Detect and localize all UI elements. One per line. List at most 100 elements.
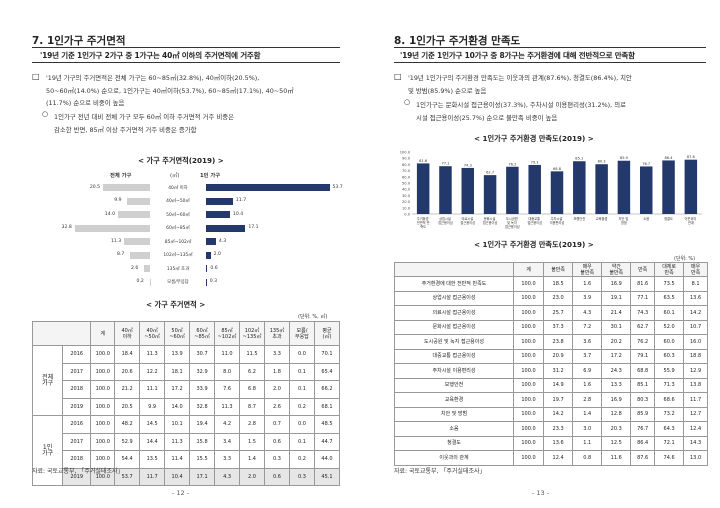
year-cell: 2019 xyxy=(62,467,92,486)
table-cell: 100.0 xyxy=(512,276,545,292)
source-note: 자료: 국토교통부, 「주거실태조사」 xyxy=(394,468,486,475)
column-header: 40㎡ 이하 xyxy=(114,321,141,346)
table-cell: 11.1 xyxy=(139,380,166,399)
year-cell: 2016 xyxy=(62,415,92,434)
table-cell: 8.7 xyxy=(239,397,265,416)
table-cell: 2.0 xyxy=(239,467,265,486)
table-unit: (단위: %, ㎡) xyxy=(298,314,328,320)
table-cell: 16.9 xyxy=(601,276,632,292)
table-cell: 1.4 xyxy=(239,450,265,469)
table-cell: 80.3 xyxy=(630,392,656,408)
table-cell: 23.0 xyxy=(543,290,574,306)
table-cell: 12.4 xyxy=(543,450,574,466)
table-cell: 16.0 xyxy=(683,334,708,350)
table-cell: 100.0 xyxy=(512,392,545,408)
paragraph: 1인가구 전년 대비 전체 가구 모두 60㎡ 이하 주거면적 거주 비중은 감… xyxy=(54,113,235,134)
table-cell: 60.1 xyxy=(654,305,685,321)
category-label: 135㎡ 초과 xyxy=(166,266,190,272)
bar-value-label: 74.3 xyxy=(464,163,472,167)
row-label: 이웃과의 관계 xyxy=(394,450,514,466)
row-label: 대중교통 접근용이성 xyxy=(394,348,514,364)
table-cell: 100.0 xyxy=(512,435,545,451)
table-cell: 100.0 xyxy=(512,348,545,364)
y-tick-label: 40.0 xyxy=(402,188,411,192)
table-cell: 100.0 xyxy=(512,363,545,379)
column-header: 평균 (㎡) xyxy=(313,321,341,346)
table-cell: 6.8 xyxy=(239,380,265,399)
table-cell: 14.2 xyxy=(683,305,708,321)
table-cell: 0.3 xyxy=(264,450,290,469)
table-caption: < 1인가구 주거환경 만족도(2019) > xyxy=(474,240,594,249)
y-tick-label: 90.0 xyxy=(402,157,411,161)
row-label: 도시공원 및 녹지 접근용이성 xyxy=(394,334,514,350)
table-cell: 100.0 xyxy=(512,377,545,393)
bar-3 xyxy=(483,175,497,214)
table-cell: 4.3 xyxy=(214,467,241,486)
bar-11 xyxy=(662,160,675,214)
bar-8 xyxy=(595,164,608,214)
table-cell: 100.0 xyxy=(512,334,545,350)
table-cell: 100.0 xyxy=(90,397,116,416)
circle-bullet-icon: ○ xyxy=(404,98,411,106)
table-cell: 11.3 xyxy=(139,345,166,364)
bar-value-label: 77.1 xyxy=(441,162,449,166)
bar-value-label: 76.7 xyxy=(642,162,650,166)
row-label: 상업시설 접근용이성 xyxy=(394,290,514,306)
row-label: 소음 xyxy=(394,421,514,437)
table-cell: 52.9 xyxy=(114,432,141,451)
legend-single: 1인 가구 xyxy=(200,173,221,179)
table-cell: 25.7 xyxy=(543,305,574,321)
bar-value-label: 76.2 xyxy=(508,162,516,166)
x-tick-label: 이웃과의 관계 xyxy=(684,216,697,225)
table-cell: 32.8 xyxy=(189,397,216,416)
bar-total-value: 32.8 xyxy=(61,225,72,230)
bar-value-label: 87.6 xyxy=(687,155,696,159)
table-cell: 85.9 xyxy=(630,406,656,422)
y-tick-label: 0.0 xyxy=(404,213,410,217)
bar-single-4 xyxy=(206,238,216,245)
table-cell: 0.1 xyxy=(288,432,315,451)
table-cell: 11.6 xyxy=(601,450,632,466)
table-cell: 48.5 xyxy=(313,415,341,434)
column-header: 85㎡ ~102㎡ xyxy=(214,321,241,346)
row-label: 교육환경 xyxy=(394,392,514,408)
table-cell: 20.2 xyxy=(601,334,632,350)
table-cell: 100.0 xyxy=(90,415,116,434)
table-cell: 21.2 xyxy=(114,380,141,399)
table-cell: 100.0 xyxy=(90,362,116,381)
bar-total-value: 2.6 xyxy=(131,265,139,271)
table-cell: 4.3 xyxy=(572,305,603,321)
column-header: 매우 만족 xyxy=(683,262,708,277)
bar-total-6 xyxy=(144,265,150,272)
table-cell: 100.0 xyxy=(512,421,545,437)
table-cell: 1.8 xyxy=(264,362,290,381)
table-cell: 79.1 xyxy=(630,348,656,364)
table-cell: 68.6 xyxy=(654,392,685,408)
table-cell: 11.0 xyxy=(214,345,241,364)
table-cell: 12.9 xyxy=(683,363,708,379)
table-cell: 70.1 xyxy=(313,345,341,364)
table-cell: 77.1 xyxy=(630,290,656,306)
paragraph: '19년 가구의 주거면적은 전체 가구는 60~85㎡(32.8%), 40㎡… xyxy=(46,74,294,107)
table-cell: 0.2 xyxy=(288,450,315,469)
year-cell: 2016 xyxy=(62,345,92,364)
column-header: 50㎡ ~60㎡ xyxy=(164,321,191,346)
bar-value-label: 85.9 xyxy=(620,156,629,160)
table-cell: 72.1 xyxy=(654,435,685,451)
square-bullet-icon: □ xyxy=(394,72,402,81)
table-cell: 0.0 xyxy=(288,415,315,434)
category-label: 102㎡~135㎡ xyxy=(163,253,193,258)
table-cell: 16.9 xyxy=(601,392,632,408)
circle-bullet-icon: ○ xyxy=(42,110,49,118)
table-cell: 3.4 xyxy=(214,432,241,451)
bar-single-1 xyxy=(206,197,233,205)
table-cell: 21.4 xyxy=(601,305,632,321)
table-cell: 18.5 xyxy=(543,276,574,292)
bar-value-label: 68.8 xyxy=(553,167,562,171)
table-cell: 11.3 xyxy=(164,432,191,451)
row-label: 치안 및 방범 xyxy=(394,406,514,422)
table-cell: 2.8 xyxy=(239,415,265,434)
category-label: 모름/무응답 xyxy=(167,280,189,285)
table-cell: 32.9 xyxy=(189,362,216,381)
table-cell: 64.3 xyxy=(654,421,685,437)
